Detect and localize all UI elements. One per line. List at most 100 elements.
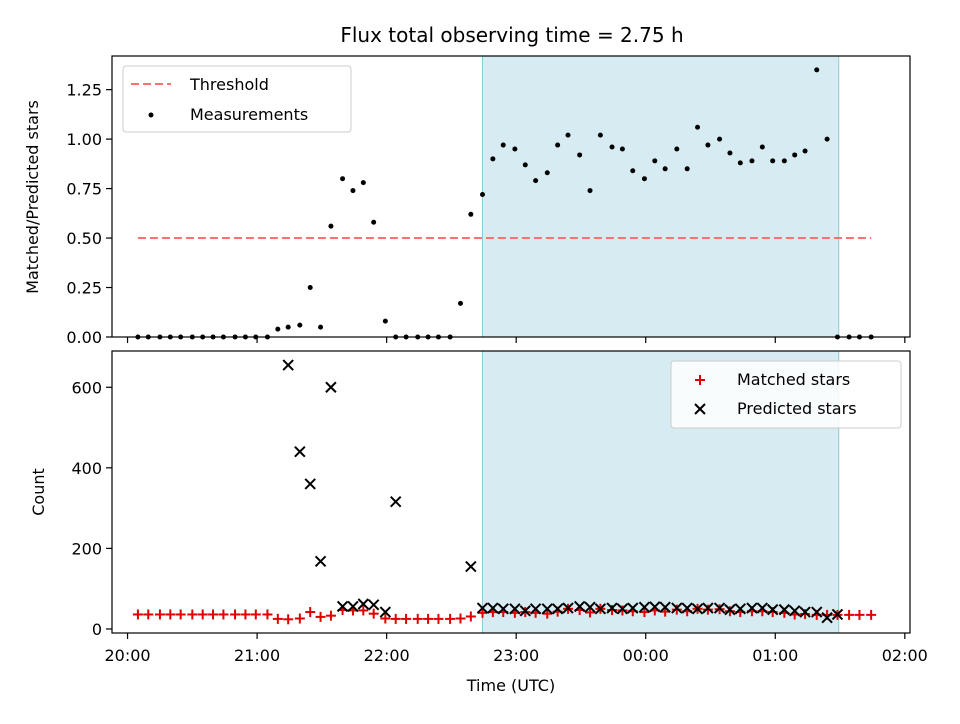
bottom-y-tick-label: 0: [92, 620, 102, 639]
measurement-point: [814, 67, 820, 73]
matched-star-point: [187, 609, 198, 620]
predicted-star-point: [487, 602, 499, 614]
predicted-star-point: [702, 602, 714, 614]
measurement-point: [727, 150, 733, 156]
matched-star-point: [305, 607, 316, 618]
matched-star-point: [465, 611, 476, 622]
matched-star-point: [585, 607, 596, 618]
measurement-point: [587, 188, 593, 194]
matched-star-point: [240, 609, 251, 620]
measurement-point: [684, 166, 690, 172]
top-y-tick-label: 0.00: [66, 328, 102, 347]
measurement-point: [468, 211, 474, 217]
top-y-tick-label: 1.25: [66, 81, 102, 100]
measurement-point: [565, 132, 571, 138]
legend-matched-label: Matched stars: [737, 370, 850, 389]
measurement-point: [285, 324, 291, 330]
measurement-point: [350, 188, 356, 194]
predicted-star-point: [821, 611, 833, 624]
matched-star-point: [175, 609, 186, 620]
measurement-point: [792, 152, 798, 158]
predicted-star-point: [681, 602, 693, 614]
predicted-star-point: [347, 600, 359, 613]
matched-star-point: [358, 605, 369, 616]
matched-star-point: [262, 609, 273, 620]
bottom-y-tick-label: 400: [71, 459, 102, 478]
measurement-point: [781, 158, 787, 164]
top-legend-box: [122, 65, 352, 133]
predicted-star-point: [616, 603, 629, 615]
measurement-point: [544, 170, 550, 176]
matched-star-point: [412, 613, 423, 624]
measurement-point: [340, 176, 346, 182]
matched-star-point: [132, 609, 143, 620]
matched-star-point: [230, 609, 241, 620]
measurement-point: [522, 162, 528, 168]
predicted-star-point: [799, 606, 811, 618]
top-y-axis-label: Matched/Predicted stars: [23, 100, 42, 294]
x-tick-label: 02:00: [882, 646, 928, 665]
predicted-star-point: [691, 603, 704, 615]
top-axes-frame: [111, 55, 911, 338]
predicted-star-point: [465, 560, 477, 573]
matched-star-point: [197, 609, 208, 620]
matched-star-point: [401, 613, 412, 624]
bottom-y-tick-label: 600: [71, 378, 102, 397]
legend-measurements-label: Measurements: [190, 105, 308, 124]
measurement-point: [500, 142, 506, 148]
x-tick-label: 20:00: [104, 646, 150, 665]
predicted-star-point: [606, 602, 618, 614]
matched-star-point: [455, 613, 466, 624]
matched-star-point: [325, 610, 336, 621]
predicted-star-point: [573, 600, 586, 613]
predicted-star-point: [627, 602, 639, 614]
measurement-point: [770, 158, 776, 164]
bottom-plot-area: [132, 359, 877, 625]
predicted-star-point: [541, 603, 553, 615]
predicted-star-point: [325, 381, 337, 393]
predicted-star-point: [788, 605, 801, 617]
matched-star-point: [445, 613, 456, 624]
matched-star-point: [218, 609, 229, 620]
matched-star-point: [272, 613, 283, 624]
predicted-star-point: [734, 603, 747, 615]
bottom-legend: Matched stars Predicted stars: [670, 360, 902, 429]
predicted-star-point: [638, 601, 651, 613]
matched-star-point: [671, 604, 682, 615]
bottom-axes-frame: [111, 350, 911, 634]
measurement-point: [674, 146, 680, 152]
predicted-star-point: [659, 601, 671, 613]
matched-star-point: [702, 604, 713, 615]
x-tick-label: 00:00: [623, 646, 669, 665]
matched-star-point: [423, 613, 434, 624]
x-tick-label: 21:00: [234, 646, 280, 665]
predicted-star-point: [746, 602, 758, 614]
legend-threshold-label: Threshold: [189, 75, 269, 94]
predicted-star-point: [594, 603, 607, 615]
measurement-point: [662, 166, 668, 172]
bottom-panel: 0 200 400 600 20:00 21:00 22:00 23:00 00:00 01:0…: [29, 350, 928, 695]
matched-star-point: [854, 609, 865, 620]
measurement-point: [641, 176, 647, 182]
top-y-tick-label: 1.00: [66, 130, 102, 149]
legend-matched-swatch: [695, 375, 705, 385]
top-legend: Threshold Measurements: [122, 65, 352, 133]
predicted-star-point: [357, 598, 370, 610]
measurement-point: [360, 180, 366, 186]
predicted-star-point: [379, 606, 392, 618]
matched-star-point: [208, 609, 219, 620]
measurement-point: [695, 124, 701, 130]
top-x-axis: [126, 337, 906, 343]
measurement-point: [802, 148, 808, 154]
legend-predicted-marker: [694, 403, 706, 415]
predicted-star-point: [551, 603, 564, 615]
matched-star-point: [639, 607, 650, 618]
top-shaded-span: [482, 55, 840, 338]
measurement-point: [717, 136, 723, 142]
predicted-star-point: [509, 603, 521, 615]
matched-star-point: [143, 609, 154, 620]
predicted-star-point: [336, 600, 349, 613]
predicted-star-point: [529, 603, 542, 615]
x-axis-label: Time (UTC): [466, 676, 555, 695]
x-tick-label: 22:00: [364, 646, 410, 665]
